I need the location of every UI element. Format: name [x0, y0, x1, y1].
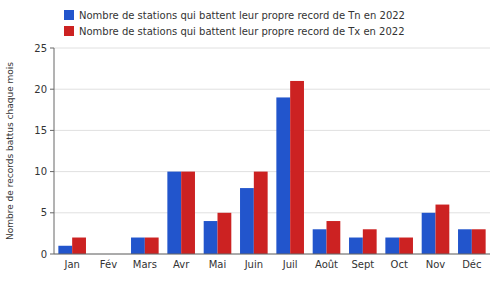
x-axis: Jan Fév Mars Avr Mai Juin Juil Août Sept Oct Nov Dé…: [54, 254, 490, 270]
bar: [436, 205, 450, 254]
bar: [218, 213, 232, 254]
grid-line: [54, 130, 490, 131]
y-tick: [50, 48, 54, 49]
bar: [276, 97, 290, 254]
grid-line: [54, 254, 490, 255]
bar: [254, 172, 268, 254]
y-tick: [50, 89, 54, 90]
x-tick-label: Août: [315, 259, 338, 270]
bar: [58, 246, 72, 254]
bar: [290, 81, 304, 254]
grid-line: [54, 171, 490, 172]
x-axis-line: [54, 254, 490, 255]
y-tick: [50, 212, 54, 213]
bar: [181, 172, 195, 254]
bar: [167, 172, 181, 254]
bar: [240, 188, 254, 254]
y-tick-label: 10: [34, 166, 47, 177]
y-tick-label: 15: [34, 125, 47, 136]
bar: [472, 229, 486, 254]
bar: [131, 238, 145, 254]
bar: [385, 238, 399, 254]
x-tick-label: Sept: [351, 259, 374, 270]
y-axis-label: Nombre de records battus chaque mois: [5, 62, 15, 240]
bar: [399, 238, 413, 254]
x-tick-label: Juin: [244, 259, 263, 270]
legend-label: Nombre de stations qui battent leur prop…: [79, 26, 405, 37]
y-tick: [50, 171, 54, 172]
bar: [145, 238, 159, 254]
x-tick-label: Déc: [462, 259, 481, 270]
y-tick-label: 0: [41, 249, 47, 260]
bar: [327, 221, 341, 254]
x-tick-label: Jan: [63, 259, 79, 270]
legend-swatch: [64, 10, 74, 20]
y-axis-line: [54, 48, 55, 254]
y-axis: 0 5 10 15 20 25: [34, 43, 54, 260]
bar: [349, 238, 363, 254]
y-tick-label: 5: [41, 207, 47, 218]
legend-swatch: [64, 26, 74, 36]
grid-line: [54, 48, 490, 49]
bar: [363, 229, 377, 254]
bar: [313, 229, 327, 254]
y-tick: [50, 254, 54, 255]
x-tick-label: Fév: [100, 259, 117, 270]
x-tick-label: Avr: [173, 259, 190, 270]
grid: [54, 48, 490, 254]
bars: [58, 81, 485, 254]
x-tick-label: Nov: [426, 259, 446, 270]
x-tick-label: Oct: [391, 259, 408, 270]
legend-label: Nombre de stations qui battent leur prop…: [79, 10, 405, 21]
legend: Nombre de stations qui battent leur prop…: [64, 10, 405, 37]
bar: [458, 229, 472, 254]
chart: 0 5 10 15 20 25 Jan Fév Mars Avr Mai Juin Juil Août Se…: [0, 0, 500, 281]
bar: [422, 213, 436, 254]
grid-line: [54, 89, 490, 90]
bar: [72, 238, 86, 254]
y-tick-label: 20: [34, 84, 47, 95]
chart-container: 0 5 10 15 20 25 Jan Fév Mars Avr Mai Juin Juil Août Se…: [0, 0, 500, 281]
x-tick-label: Mars: [133, 259, 157, 270]
x-tick-label: Juil: [282, 259, 298, 270]
y-tick: [50, 130, 54, 131]
x-tick-label: Mai: [209, 259, 227, 270]
bar: [204, 221, 218, 254]
y-tick-label: 25: [34, 43, 47, 54]
